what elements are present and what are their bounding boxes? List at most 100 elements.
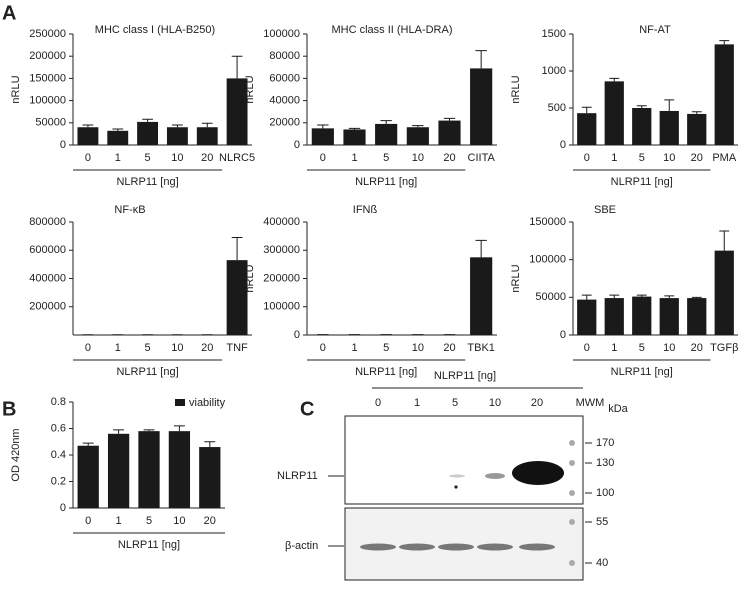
bar xyxy=(577,113,596,145)
error-bar xyxy=(172,125,183,127)
bar xyxy=(632,108,651,145)
y-tick-label: 200000 xyxy=(29,301,66,313)
x-tick-label: 0 xyxy=(85,342,91,354)
bar xyxy=(78,446,99,508)
x-tick-label: 0 xyxy=(320,152,326,164)
bar xyxy=(687,114,706,145)
y-tick-label: 200000 xyxy=(29,50,66,62)
error-bar xyxy=(317,125,328,128)
bar xyxy=(167,127,188,145)
y-axis-label: OD 420nm xyxy=(10,428,22,481)
y-tick-label: 0 xyxy=(60,502,66,514)
error-bar xyxy=(112,129,123,131)
error-bar xyxy=(232,238,243,261)
chart-title: MHC class I (HLA-B250) xyxy=(95,24,215,36)
error-bar xyxy=(719,41,729,45)
bar xyxy=(470,68,492,145)
bar xyxy=(138,431,159,508)
lane-label: 5 xyxy=(452,397,458,409)
marker-label: 40 xyxy=(596,557,608,569)
error-bar xyxy=(719,231,729,251)
group-label: NLRP11 [ng] xyxy=(355,366,417,378)
y-tick-label: 0.2 xyxy=(51,475,66,487)
x-tick-label: 1 xyxy=(611,342,617,354)
error-bar xyxy=(637,106,647,108)
x-tick-label: 0 xyxy=(85,152,91,164)
group-label: NLRP11 [ng] xyxy=(116,176,178,188)
y-tick-label: 50000 xyxy=(35,117,66,129)
error-bar xyxy=(582,295,592,300)
spot xyxy=(454,485,457,488)
marker-label: 55 xyxy=(596,516,608,528)
y-tick-label: 40000 xyxy=(269,95,300,107)
error-bar xyxy=(144,430,155,431)
error-bar xyxy=(664,296,674,298)
y-tick-label: 0.6 xyxy=(51,422,66,434)
group-label: NLRP11 [ng] xyxy=(118,539,180,551)
x-tick-label: 5 xyxy=(146,515,152,527)
x-tick-label: 1 xyxy=(115,152,121,164)
y-tick-label: 60000 xyxy=(269,72,300,84)
y-tick-label: 150000 xyxy=(529,216,566,228)
chart-title: NF-κB xyxy=(114,204,145,216)
error-bar xyxy=(609,78,619,81)
x-tick-label: 5 xyxy=(639,152,645,164)
band xyxy=(449,475,465,478)
ladder xyxy=(569,440,575,446)
lane-label: 10 xyxy=(489,397,501,409)
x-tick-label: 20 xyxy=(201,152,213,164)
y-tick-label: 0.8 xyxy=(51,396,66,408)
x-tick-label: 20 xyxy=(443,342,455,354)
bar xyxy=(715,251,734,335)
y-tick-label: 0 xyxy=(560,329,566,341)
bar xyxy=(137,122,158,145)
blot: NLRP11 [ng] 0 1 5 10 20 MWM kDa 170 130 … xyxy=(277,370,629,580)
bar xyxy=(77,127,98,145)
error-bar xyxy=(444,118,455,120)
band xyxy=(399,544,435,551)
marker-label: 100 xyxy=(596,487,614,499)
lane-label: 0 xyxy=(375,397,381,409)
y-tick-label: 100000 xyxy=(263,28,300,40)
x-tick-label: 20 xyxy=(691,342,703,354)
error-bar xyxy=(664,100,674,111)
error-bar xyxy=(637,295,647,297)
y-tick-label: 1500 xyxy=(542,28,566,40)
ladder xyxy=(569,519,575,525)
x-tick-label: 1 xyxy=(115,342,121,354)
y-axis-label: nRLU xyxy=(244,75,256,103)
x-tick-label: TGFβ xyxy=(710,342,738,354)
error-bar xyxy=(83,443,94,446)
blot-header: NLRP11 [ng] xyxy=(434,370,496,382)
y-tick-label: 50000 xyxy=(535,291,566,303)
bar xyxy=(715,44,734,145)
band xyxy=(512,461,564,485)
panel-label: A xyxy=(2,2,16,24)
bar xyxy=(169,431,190,508)
legend-label: viability xyxy=(189,397,226,409)
bar xyxy=(660,298,679,335)
x-tick-label: 0 xyxy=(85,515,91,527)
x-tick-label: 10 xyxy=(412,152,424,164)
x-tick-label: 1 xyxy=(116,515,122,527)
x-tick-label: 0 xyxy=(320,342,326,354)
error-bar xyxy=(83,125,94,127)
y-tick-label: 20000 xyxy=(269,117,300,129)
error-bar xyxy=(202,123,213,127)
x-tick-label: 10 xyxy=(173,515,185,527)
bar xyxy=(660,111,679,145)
y-tick-label: 0 xyxy=(560,139,566,151)
unit-label: kDa xyxy=(608,403,628,415)
lane-label: MWM xyxy=(576,397,605,409)
y-tick-label: 0.4 xyxy=(51,449,66,461)
group-label: NLRP11 [ng] xyxy=(355,176,417,188)
error-bar xyxy=(113,430,124,434)
bar xyxy=(312,128,334,145)
group-label: NLRP11 [ng] xyxy=(611,176,673,188)
x-tick-label: 5 xyxy=(145,152,151,164)
x-tick-label: NLRC5 xyxy=(219,152,255,164)
band xyxy=(485,473,505,479)
bar xyxy=(438,121,460,145)
y-tick-label: 1000 xyxy=(542,65,566,77)
